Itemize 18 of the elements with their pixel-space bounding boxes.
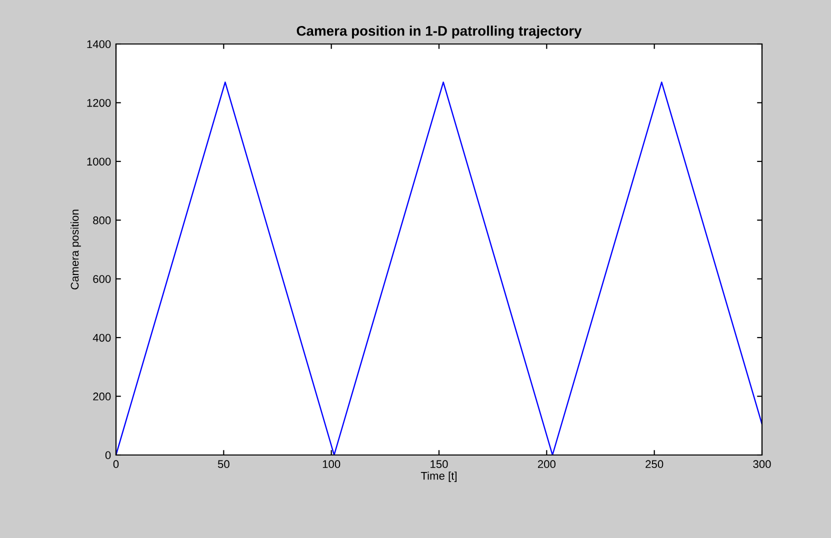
x-axis-title: Time [t] xyxy=(420,472,457,482)
x-tick-label: 250 xyxy=(646,460,664,468)
y-tick-label: 1000 xyxy=(87,158,111,166)
x-tick-label: 300 xyxy=(753,460,771,468)
x-tick-label: 100 xyxy=(322,460,340,468)
chart-title: Camera position in 1-D patrolling trajectory xyxy=(296,26,582,39)
x-tick-label: 50 xyxy=(218,460,230,468)
y-axis-title: Camera position xyxy=(70,210,81,290)
x-tick-label: 150 xyxy=(430,460,448,468)
y-tick-label: 800 xyxy=(93,216,111,224)
x-tick-label: 200 xyxy=(538,460,556,468)
y-tick-label: 1200 xyxy=(87,98,111,107)
x-tick-label: 0 xyxy=(113,460,119,468)
y-tick-label: 0 xyxy=(105,451,111,460)
y-tick-label: 1400 xyxy=(87,40,111,48)
y-tick-label: 200 xyxy=(93,392,111,400)
y-tick-label: 600 xyxy=(93,275,111,283)
y-tick-label: 400 xyxy=(92,334,111,342)
